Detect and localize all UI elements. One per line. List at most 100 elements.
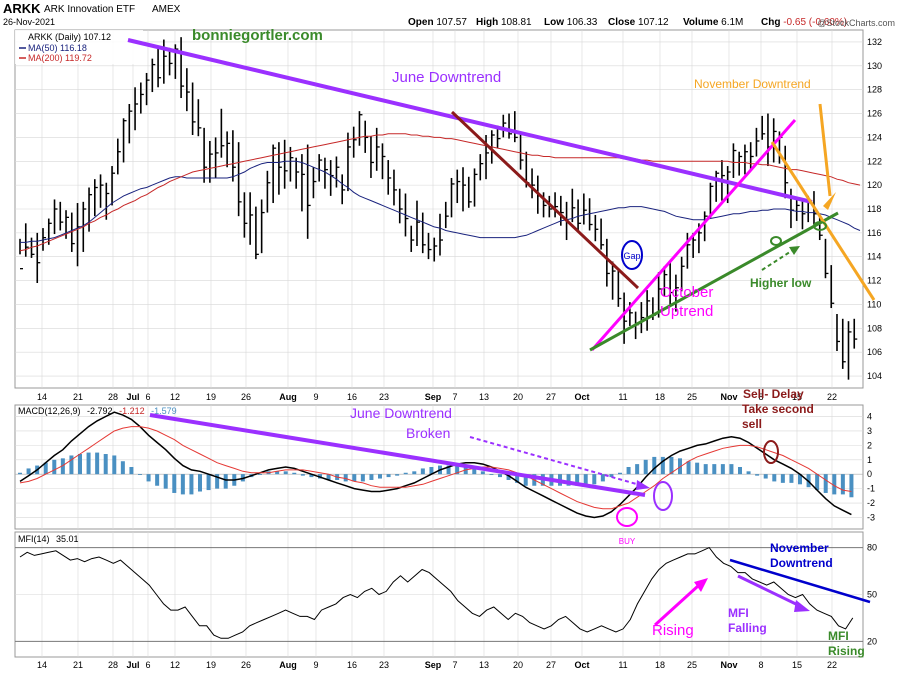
ohlc-bar — [243, 192, 248, 238]
sell-label-1: Sell- Delay — [743, 387, 804, 401]
ohlc-bar — [818, 216, 823, 241]
ohlc-bar — [583, 193, 587, 225]
macd-histogram-bar — [283, 471, 288, 475]
ohlc-bar — [456, 169, 461, 204]
ohlc-value: 6.1M — [721, 17, 743, 28]
mfi-rising-arrow — [653, 584, 700, 627]
ohlc-bar — [157, 46, 162, 88]
mfi-legend-label: MFI(14) — [18, 534, 50, 544]
ohlc-item: Low 106.33 — [544, 17, 598, 28]
macd-histogram-bar — [112, 455, 117, 475]
macd-histogram-bar — [695, 462, 700, 475]
ohlc-bar — [278, 142, 282, 195]
macd-histogram-bar — [515, 474, 520, 483]
price-x-tick: 14 — [37, 392, 47, 402]
macd-histogram-bar — [738, 467, 742, 475]
macd-histogram-bar — [523, 474, 528, 486]
mfi-rising-label-2: Rising — [828, 644, 865, 658]
macd-histogram-bar — [352, 474, 357, 482]
macd-histogram-bar — [155, 474, 160, 486]
ohlc-bar — [272, 144, 277, 204]
macd-histogram-bar — [678, 458, 682, 475]
price-x-tick: 8 — [758, 392, 763, 402]
macd-histogram-bar — [386, 474, 391, 478]
ohlc-header: Open 107.57 High 108.81 Low 106.33 Close 10… — [408, 17, 847, 28]
ohlc-bar — [439, 213, 443, 256]
macd-histogram-bar — [138, 474, 142, 476]
mfi-falling-arrow-head — [794, 600, 810, 612]
ohlc-bar — [571, 188, 576, 223]
ohlc-bar — [347, 132, 351, 192]
macd-histogram-bar — [223, 474, 228, 489]
ohlc-bar — [42, 228, 47, 251]
macd-histogram-bar — [746, 471, 751, 475]
ohlc-bar — [703, 211, 708, 242]
ohlc-bar — [853, 318, 858, 349]
mfi-annotations: November Downtrend Rising MFI Falling MF… — [652, 541, 871, 658]
svg-text:MACD(12,26,9) -2.792: MACD(12,26,9) -2.792 -1.212 -1.579 — [18, 406, 177, 416]
macd-histogram-bar — [52, 459, 57, 475]
october-label-2: Uptrend — [660, 303, 713, 320]
november-arrow-head — [823, 192, 836, 210]
ohlc-bar — [266, 170, 271, 213]
gap-label: Gap — [623, 251, 640, 261]
macd-histogram-bar — [472, 468, 477, 475]
macd-histogram-bar — [292, 472, 297, 475]
macd-histogram-bar — [463, 467, 468, 475]
ohlc-label: Open — [408, 17, 436, 28]
higher-low-arrow — [761, 249, 794, 271]
price-x-tick: 26 — [241, 392, 251, 402]
ohlc-bar — [289, 146, 294, 182]
ohlc-bar — [191, 82, 196, 136]
macd-y-tick: 3 — [867, 426, 872, 436]
ohlc-bar — [387, 160, 392, 195]
price-x-tick: 25 — [687, 392, 697, 402]
ohlc-bar — [479, 154, 484, 181]
ohlc-bar — [675, 274, 679, 312]
mfi-x-tick: Aug — [279, 660, 297, 670]
mfi-x-tick: 16 — [347, 660, 357, 670]
macd-histogram-bar — [618, 472, 622, 475]
ohlc-bar — [519, 132, 524, 170]
mfi-legend-v1: 35.01 — [56, 534, 79, 544]
ohlc-bar — [611, 261, 616, 300]
mfi-x-tick: 21 — [73, 660, 83, 670]
october-label-1: October — [660, 284, 713, 301]
mfi-x-tick: 28 — [108, 660, 118, 670]
june-downtrend-line — [127, 38, 813, 204]
price-x-tick: Jul — [126, 392, 139, 402]
ohlc-bar — [295, 157, 300, 189]
ohlc-bar — [70, 212, 75, 252]
price-y-tick: 114 — [867, 252, 881, 262]
ohlc-bar — [393, 169, 397, 206]
ohlc-bar — [646, 290, 651, 331]
ohlc-bar — [444, 201, 449, 229]
macd-histogram-bar — [275, 471, 280, 475]
ohlc-bar — [513, 111, 518, 143]
mfi-x-tick: 20 — [513, 660, 523, 670]
macd-histogram-bar — [703, 464, 708, 475]
macd-histogram-bar — [378, 474, 382, 479]
ohlc-bar — [577, 199, 582, 231]
price-x-tick: 6 — [145, 392, 150, 402]
macd-histogram-bar — [43, 462, 48, 475]
macd-histogram-bar — [626, 467, 631, 475]
macd-histogram-bar — [198, 474, 202, 492]
ohlc-bar — [531, 168, 536, 199]
price-x-tick: Oct — [574, 392, 589, 402]
mfi-x-tick: 13 — [479, 660, 489, 670]
mfi-x-tick: Jul — [126, 660, 139, 670]
mfi-x-tick: Sep — [425, 660, 442, 670]
macd-histogram-bar — [823, 474, 828, 493]
macd-histogram-bar — [840, 474, 845, 495]
macd-broken-arrow-head — [636, 480, 650, 490]
macd-histogram-bar — [258, 474, 262, 476]
price-y-tick: 116 — [867, 228, 881, 238]
macd-broken-arrow — [469, 436, 641, 486]
macd-histogram-bar — [583, 474, 588, 486]
macd-y-tick: 0 — [867, 469, 872, 479]
ohlc-bar — [617, 269, 622, 307]
higher-low-marker-1 — [770, 236, 782, 246]
ohlc-bar — [588, 198, 593, 231]
